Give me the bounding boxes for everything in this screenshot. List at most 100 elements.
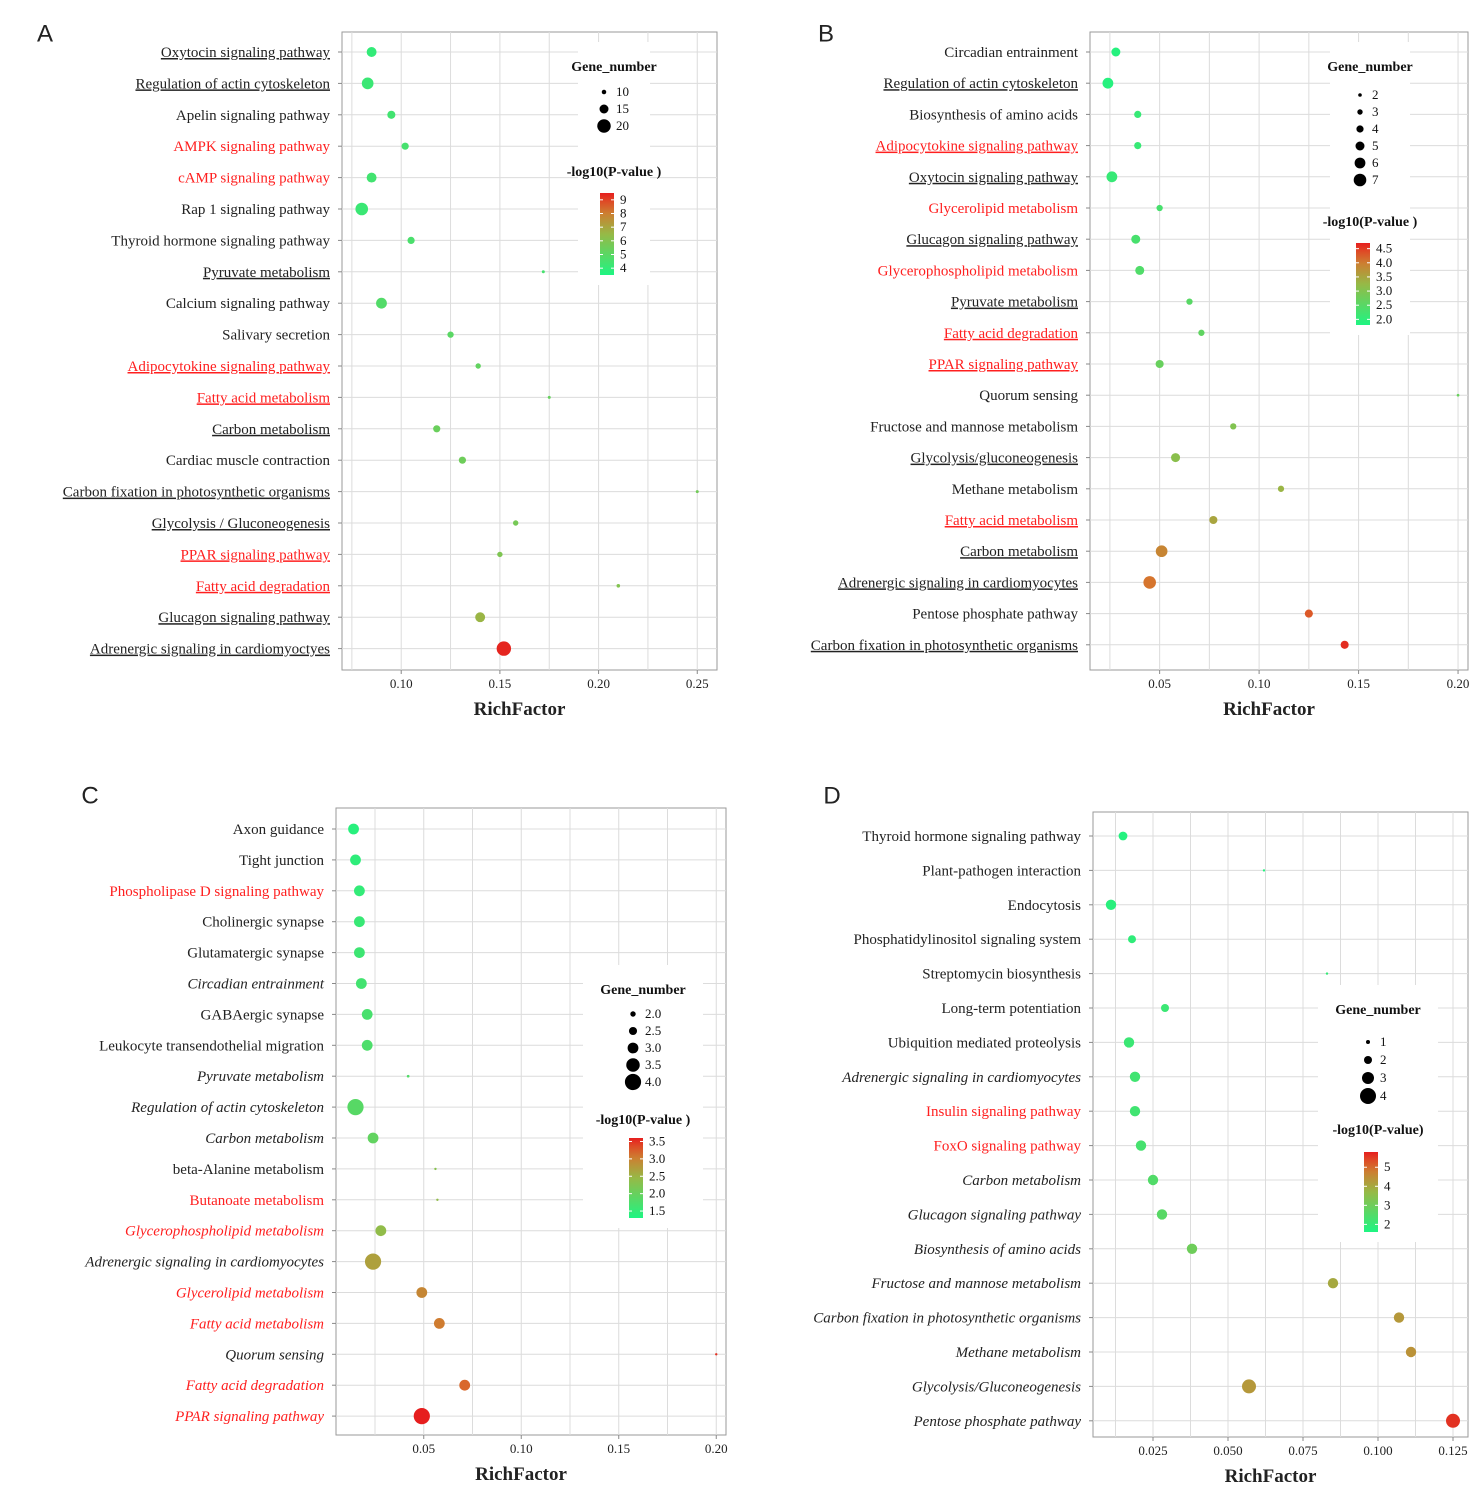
x-tick-label: 0.25 (686, 676, 709, 691)
panel-label: C (81, 782, 98, 809)
panel-label: A (37, 20, 53, 47)
color-legend-title: -log10(P-value) (1333, 1123, 1424, 1138)
category-label: Carbon metabolism (212, 422, 330, 438)
color-legend-label: 4 (620, 260, 627, 275)
x-tick-label: 0.05 (1148, 676, 1171, 691)
x-axis-title: RichFactor (1225, 1466, 1317, 1487)
color-legend-bar (1364, 1152, 1378, 1232)
data-point (401, 142, 409, 150)
category-label: PPAR signaling pathway (929, 357, 1079, 373)
category-label: Fatty acid degradation (185, 1378, 324, 1394)
data-point (355, 978, 367, 989)
data-point (361, 1009, 373, 1020)
x-tick-label: 0.20 (705, 1441, 728, 1456)
size-legend-label: 1 (1380, 1034, 1387, 1049)
category-label: FoxO signaling pathway (934, 1139, 1082, 1155)
data-point (1143, 576, 1156, 589)
data-point (1262, 869, 1266, 872)
color-legend-label: 2.0 (1376, 311, 1392, 326)
data-point (1405, 1346, 1417, 1358)
color-legend-label: 2 (1384, 1216, 1391, 1231)
size-legend-label: 20 (616, 118, 629, 133)
data-point (512, 520, 519, 526)
size-legend-label: 2 (1372, 87, 1379, 102)
category-label: Cholinergic synapse (202, 915, 324, 931)
x-tick-label: 0.20 (587, 676, 610, 691)
data-point (433, 1318, 445, 1329)
data-point (1340, 640, 1349, 649)
x-tick-label: 0.025 (1138, 1443, 1167, 1458)
category-label: Regulation of actin cytoskeleton (135, 76, 330, 92)
category-label: Adrenergic signaling in cardiomyoctyes (90, 642, 330, 658)
size-legend-dot (626, 1058, 640, 1072)
data-point (375, 1225, 387, 1237)
size-legend-label: 15 (616, 101, 629, 116)
size-legend-dot (601, 89, 607, 95)
size-legend-label: 3.0 (645, 1040, 661, 1055)
data-point (1325, 972, 1329, 975)
category-label: Rap 1 signaling pathway (181, 202, 330, 218)
category-label: Glucagon signaling pathway (908, 1207, 1082, 1223)
category-label: Fatty acid metabolism (197, 390, 331, 406)
size-legend-dot (1362, 1072, 1374, 1084)
size-legend-dot (1354, 157, 1366, 169)
category-label: Thyroid hormone signaling pathway (111, 233, 330, 249)
color-legend-label: 1.5 (649, 1203, 665, 1218)
data-point (447, 331, 454, 338)
color-legend-label: 9 (620, 192, 627, 207)
x-axis-title: RichFactor (474, 699, 566, 720)
category-label: Glycolysis/Gluconeogenesis (912, 1379, 1081, 1395)
data-point (355, 202, 369, 216)
x-axis-title: RichFactor (475, 1464, 567, 1485)
x-tick-label: 0.15 (1347, 676, 1370, 691)
category-label: Tight junction (239, 853, 324, 869)
size-legend-dot (597, 119, 611, 133)
category-label: Quorum sensing (979, 388, 1078, 404)
category-label: Circadian entrainment (944, 45, 1079, 61)
data-point (1456, 393, 1460, 397)
category-label: Streptomycin biosynthesis (922, 967, 1081, 983)
x-tick-label: 0.10 (1248, 676, 1271, 691)
data-point (1155, 545, 1168, 558)
color-legend-label: 2.0 (649, 1186, 665, 1201)
data-point (1277, 485, 1285, 492)
color-legend-label: 3.0 (1376, 283, 1392, 298)
size-legend-dot (628, 1026, 638, 1036)
category-label: Long-term potentiation (941, 1001, 1081, 1017)
category-label: Glycerolipid metabolism (928, 201, 1078, 217)
data-point (1161, 1004, 1169, 1012)
size-legend-title: Gene_number (1335, 1003, 1421, 1018)
color-legend-label: 2.5 (649, 1168, 665, 1183)
category-label: Methane metabolism (952, 482, 1079, 498)
data-point (433, 425, 441, 433)
data-point (436, 1198, 439, 1202)
data-point (416, 1287, 428, 1298)
size-legend-label: 3 (1372, 104, 1379, 119)
category-label: Pentose phosphate pathway (912, 607, 1078, 623)
size-legend-label: 10 (616, 84, 629, 99)
category-label: beta-Alanine metabolism (173, 1162, 325, 1178)
data-point (475, 612, 486, 623)
color-legend-label: 2.5 (1376, 297, 1392, 312)
size-legend-dot (630, 1011, 636, 1017)
data-point (366, 47, 377, 57)
x-tick-label: 0.125 (1438, 1443, 1467, 1458)
panel-label: D (823, 782, 840, 809)
category-label: Carbon fixation in photosynthetic organi… (813, 1311, 1081, 1327)
category-label: Carbon metabolism (960, 544, 1078, 560)
category-label: Quorum sensing (225, 1347, 324, 1363)
data-point (1230, 423, 1237, 430)
category-label: Regulation of actin cytoskeleton (883, 76, 1078, 92)
data-point (497, 551, 503, 558)
category-label: PPAR signaling pathway (181, 547, 331, 563)
data-point (366, 172, 377, 183)
category-label: Fructose and mannose metabolism (870, 1276, 1081, 1292)
data-point (1393, 1312, 1405, 1323)
data-point (1135, 265, 1145, 275)
data-point (361, 77, 374, 90)
category-label: Glucagon signaling pathway (158, 610, 330, 626)
color-legend-bar (600, 193, 614, 275)
data-point (354, 885, 365, 897)
category-label: Insulin signaling pathway (926, 1104, 1081, 1120)
